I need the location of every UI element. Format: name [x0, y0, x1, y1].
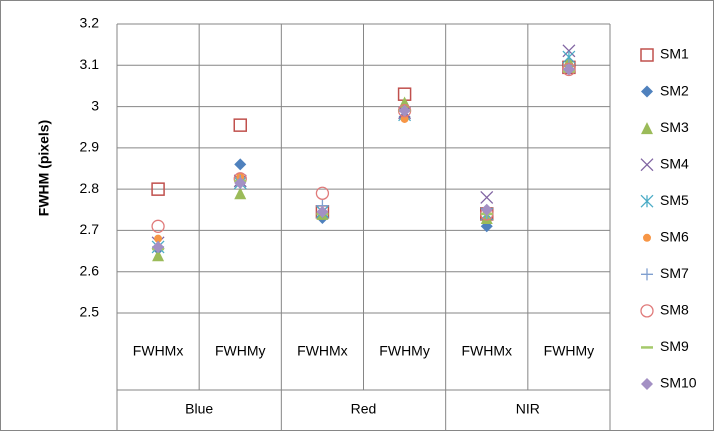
- x-tick-label: FWHMx: [133, 343, 184, 359]
- data-point: [316, 205, 329, 218]
- legend-marker: [640, 48, 654, 62]
- data-point: [234, 176, 247, 189]
- legend-label: SM7: [660, 265, 689, 281]
- data-point: [480, 190, 494, 204]
- category-group-label: Blue: [185, 401, 213, 417]
- legend-label: SM6: [660, 228, 689, 244]
- y-tick-label: 2.5: [80, 304, 100, 320]
- legend-label: SM4: [660, 155, 689, 171]
- data-point: [234, 187, 247, 200]
- legend-label: SM10: [660, 375, 697, 391]
- x-tick-label: FWHMy: [215, 343, 266, 359]
- category-group-label: Red: [351, 401, 377, 417]
- y-tick-label: 2.9: [80, 139, 100, 155]
- data-point: [562, 63, 575, 76]
- legend-marker: [643, 233, 651, 242]
- legend-label: SM3: [660, 119, 689, 135]
- legend-marker: [641, 378, 653, 390]
- legend-marker: [641, 85, 653, 98]
- data-point: [151, 219, 165, 233]
- y-tick-label: 3.1: [80, 56, 100, 72]
- data-point: [562, 44, 576, 58]
- legend-label: SM5: [660, 192, 689, 208]
- category-group-label: NIR: [516, 401, 540, 417]
- y-tick-label: 2.8: [80, 180, 100, 196]
- legend-label: SM8: [660, 302, 689, 318]
- legend-marker: [640, 158, 654, 172]
- x-tick-label: FWHMx: [297, 343, 348, 359]
- legend-marker: [640, 194, 654, 208]
- data-point: [480, 203, 493, 216]
- legend-label: SM9: [660, 338, 689, 354]
- data-point: [233, 118, 247, 132]
- legend-marker: [641, 122, 653, 135]
- legend-marker: [640, 304, 654, 318]
- data-point: [152, 240, 165, 253]
- legend-marker: [641, 268, 653, 281]
- y-tick-label: 3.2: [80, 15, 100, 31]
- data-point: [398, 104, 411, 117]
- y-axis-title: FWHM (pixels): [36, 120, 52, 216]
- y-tick-label: 3: [91, 97, 99, 113]
- data-point: [315, 186, 330, 200]
- data-point: [154, 234, 163, 243]
- x-tick-label: FWHMy: [379, 343, 430, 359]
- data-point: [152, 249, 165, 262]
- legend-label: SM1: [660, 46, 689, 62]
- x-tick-label: FWHMy: [544, 343, 595, 359]
- y-tick-label: 2.6: [80, 262, 100, 278]
- legend-label: SM2: [660, 82, 689, 98]
- y-tick-label: 2.7: [80, 221, 100, 237]
- data-point: [151, 182, 165, 196]
- x-tick-label: FWHMx: [461, 343, 512, 359]
- data-point: [234, 158, 247, 171]
